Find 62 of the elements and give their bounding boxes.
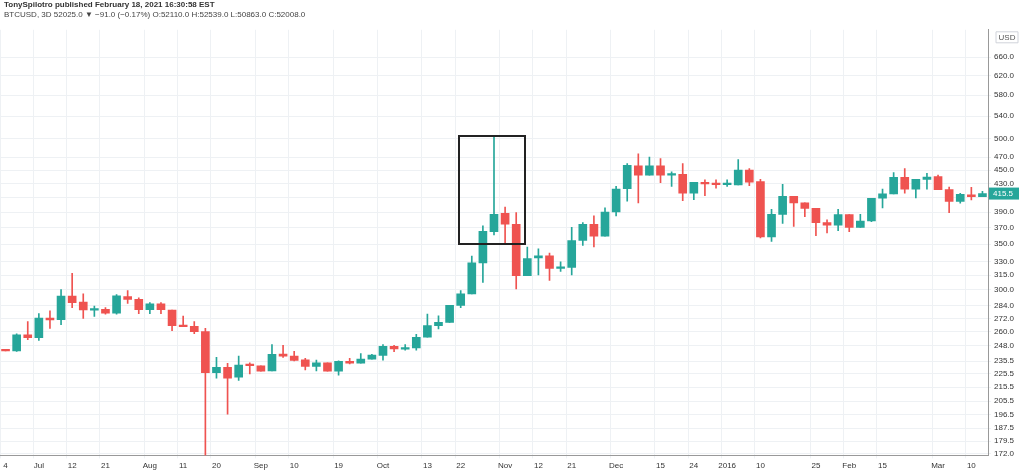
y-tick-label: 330.0 xyxy=(994,256,1015,266)
x-tick-label: 10 xyxy=(289,461,300,471)
chart-title: TonySpilotro published February 18, 2021 16:30:58 EST xyxy=(4,0,216,10)
y-tick-label: 187.5 xyxy=(994,423,1015,433)
candlestick xyxy=(245,362,255,375)
x-tick-label: 4 xyxy=(3,461,9,471)
x-tick-label: 10 xyxy=(755,461,766,471)
x-tick-label: 24 xyxy=(689,461,699,471)
y-tick-label: 172.0 xyxy=(994,448,1015,458)
x-tick-label: 19 xyxy=(334,461,344,471)
y-tick-label: 540.0 xyxy=(994,111,1015,121)
x-tick-label: Nov xyxy=(497,461,513,471)
candlestick xyxy=(789,195,799,227)
y-tick-label: 179.5 xyxy=(994,436,1015,446)
y-tick-label: 470.0 xyxy=(994,152,1015,162)
y-tick-label: 350.0 xyxy=(994,239,1015,249)
y-tick-label: 260.0 xyxy=(994,327,1015,337)
x-tick-label: 13 xyxy=(422,461,433,471)
x-tick-label: 22 xyxy=(456,461,466,471)
x-tick-label: Jul xyxy=(33,461,45,471)
annotation: 415.5 xyxy=(993,188,1014,198)
y-tick-label: 315.0 xyxy=(994,270,1015,280)
x-tick-label: Sep xyxy=(253,461,269,471)
x-tick-label: 25 xyxy=(811,461,821,471)
y-tick-label: 225.5 xyxy=(994,369,1015,379)
y-tick-label: 235.5 xyxy=(994,356,1015,366)
y-tick-label: 390.0 xyxy=(994,207,1015,217)
y-tick-label: 500.0 xyxy=(994,134,1015,144)
candlestick xyxy=(489,136,499,236)
y-tick-label: 196.5 xyxy=(994,409,1015,419)
x-tick-label: 15 xyxy=(656,461,666,471)
x-tick-label: 12 xyxy=(533,461,544,471)
candlestick xyxy=(23,321,33,341)
y-tick-label: 284.0 xyxy=(994,300,1015,310)
y-tick-label: 620.0 xyxy=(994,70,1015,80)
x-tick-label: 21 xyxy=(567,461,577,471)
candlestick xyxy=(633,153,643,204)
x-tick-label: Feb xyxy=(842,461,857,471)
y-tick-label: 215.5 xyxy=(994,382,1015,392)
candlestick xyxy=(922,173,932,190)
x-tick-label: Aug xyxy=(142,461,157,471)
chart-subtitle: BTCUSD, 3D 52025.0 ▼ −91.0 (−0.17%) O:52110.0 H:52539.0 L:50863.0 C:52008.0 xyxy=(4,10,307,20)
x-tick-label: 11 xyxy=(179,461,188,471)
y-tick-label: 580.0 xyxy=(994,90,1015,100)
x-tick-label: Dec xyxy=(609,461,624,471)
x-tick-label: Oct xyxy=(376,461,390,471)
y-tick-label: 248.0 xyxy=(994,340,1015,350)
x-tick-label: 21 xyxy=(101,461,111,471)
y-tick-label: 660.0 xyxy=(994,52,1015,62)
x-tick-label: 15 xyxy=(878,461,888,471)
y-tick-label: 205.5 xyxy=(994,396,1015,406)
y-tick-label: 450.0 xyxy=(994,165,1015,175)
x-tick-label: 12 xyxy=(67,461,78,471)
text: USD xyxy=(998,33,1016,42)
y-tick-label: 272.0 xyxy=(994,313,1015,323)
x-tick-label: 20 xyxy=(212,461,222,471)
x-tick-label: Mar xyxy=(931,461,946,471)
y-tick-label: 300.0 xyxy=(994,284,1015,294)
x-tick-label: 10 xyxy=(966,461,977,471)
x-tick-label: 2016 xyxy=(718,461,737,471)
y-tick-label: 430.0 xyxy=(994,178,1015,188)
y-tick-label: 370.0 xyxy=(994,222,1015,232)
